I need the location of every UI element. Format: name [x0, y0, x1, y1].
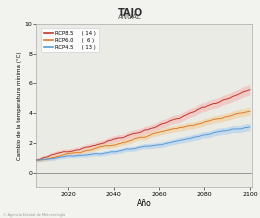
Legend: RCP8.5     ( 14 ), RCP6.0     (  6 ), RCP4.5     ( 13 ): RCP8.5 ( 14 ), RCP6.0 ( 6 ), RCP4.5 ( 13…	[41, 28, 99, 52]
Text: TAJO: TAJO	[117, 8, 143, 18]
Text: ANUAL: ANUAL	[118, 14, 142, 20]
Text: © Agencia Estatal de Meteorología: © Agencia Estatal de Meteorología	[3, 213, 65, 217]
Y-axis label: Cambio de la temperatura mínima (°C): Cambio de la temperatura mínima (°C)	[16, 51, 22, 160]
X-axis label: Año: Año	[137, 199, 152, 208]
